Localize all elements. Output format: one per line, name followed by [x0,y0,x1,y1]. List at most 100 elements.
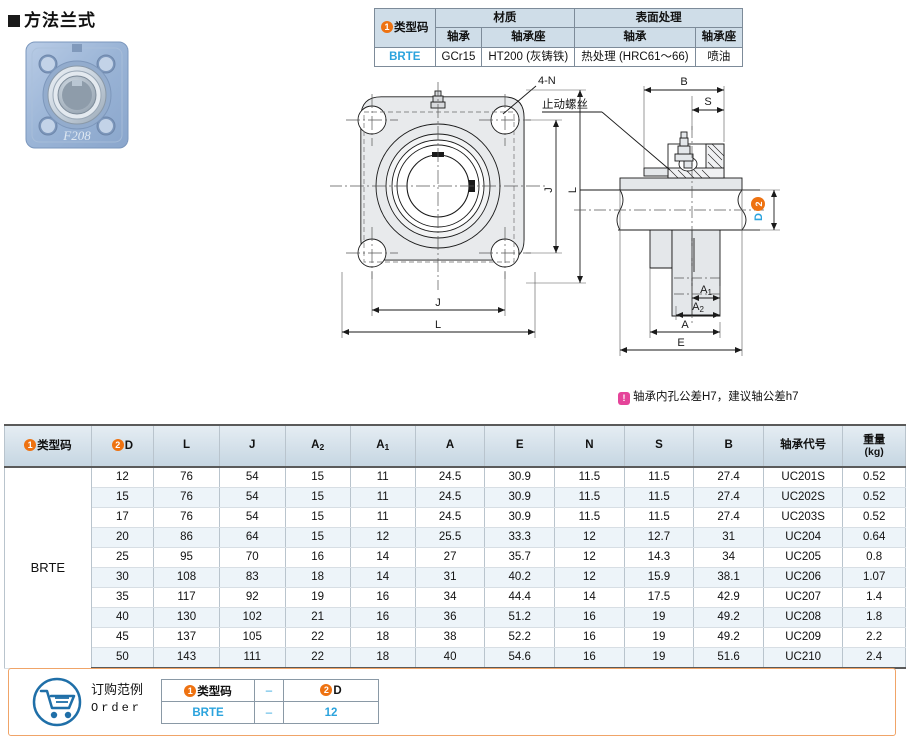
spec-header-A2: A2 [284,424,351,468]
material-bearing-header: 轴承 [434,27,483,48]
badge-2: 2 [111,438,124,451]
spec-cell-N: 12 [554,527,625,548]
table-row: 30 108 83 18 14 31 40.2 12 15.9 38.1 UC206 1.07 [5,567,906,588]
spec-cell-B: 27.4 [693,466,764,488]
photo-marking: F208 [62,128,91,143]
spec-cell-E: 51.2 [484,607,556,628]
spec-cell-A2: 15 [284,466,351,488]
spec-cell-L: 108 [153,567,220,588]
spec-cell-S: 11.5 [623,466,695,488]
spec-cell-bearing: UC207 [762,587,844,608]
spec-cell-bearing: UC208 [762,607,844,628]
spec-header-N: N [554,424,625,468]
spec-cell-bearing: UC201S [762,466,844,488]
spec-cell-E: 30.9 [484,487,556,508]
spec-header-bearing-no: 轴承代号 [762,424,844,468]
spec-cell-bearing: UC203S [762,507,844,528]
spec-cell-A2: 15 [284,487,351,508]
spec-cell-A: 38 [414,627,486,648]
spec-cell-bearing: UC210 [762,647,844,669]
dim-B: B [643,76,725,168]
dim-S-label: S [704,96,711,108]
spec-cell-weight: 0.8 [842,547,906,568]
spec-cell-A2: 18 [284,567,351,588]
spec-cell-E: 54.6 [484,647,556,669]
spec-cell-B: 27.4 [693,507,764,528]
spec-header-weight: 重量 (kg) [842,424,906,468]
spec-cell-D: 50 [90,647,155,669]
spec-cell-S: 11.5 [623,487,695,508]
dim-L-vertical: L [526,89,586,284]
spec-cell-A: 24.5 [414,507,486,528]
material-bearing-value: GCr15 [434,46,483,68]
spec-cell-A2: 15 [284,527,351,548]
spec-cell-S: 19 [623,647,695,669]
spec-cell-A1: 16 [349,607,416,628]
order-example-value-row: BRTE – 12 [161,701,379,724]
spec-cell-L: 137 [153,627,220,648]
spec-cell-N: 16 [554,607,625,628]
material-table: 1 类型码 材质 表面处理 轴承 轴承座 轴承 轴承座 BRTE GCr15 HT… [374,7,744,68]
cart-icon [31,677,83,727]
table-row: 35 117 92 19 16 34 44.4 14 17.5 42.9 UC207 1.4 [5,587,906,608]
spec-cell-A1: 11 [349,466,416,488]
spec-cell-weight: 0.52 [842,487,906,508]
surface-housing-value: 喷油 [694,46,744,68]
order-value-type-code: BRTE [161,701,255,724]
spec-cell-E: 35.7 [484,547,556,568]
spec-cell-J: 54 [218,507,286,528]
spec-cell-bearing: UC202S [762,487,844,508]
spec-header-type-code: 1 类型码 [4,424,92,468]
spec-cell-bearing: UC204 [762,527,844,548]
order-label-cn: 订购范例 [91,682,144,697]
table-row: 20 86 64 15 12 25.5 33.3 12 12.7 31 UC204 0.64 [5,527,906,548]
spec-cell-A2: 19 [284,587,351,608]
spec-cell-S: 19 [623,627,695,648]
spec-cell-B: 42.9 [693,587,764,608]
order-value-d: 12 [283,701,379,724]
material-group-header: 材质 [434,7,576,29]
table-row: 15 76 54 15 11 24.5 30.9 11.5 11.5 27.4 UC202S 0.52 [5,487,906,508]
dim-E-label: E [677,337,684,349]
spec-cell-L: 76 [153,507,220,528]
spec-cell-N: 12 [554,547,625,568]
table-row: 25 95 70 16 14 27 35.7 12 14.3 34 UC205 0.8 [5,547,906,568]
callout-4n-label: 4-N [538,75,556,87]
callout-4n: 4-N [502,75,556,115]
table-row: 17 76 54 15 11 24.5 30.9 11.5 11.5 27.4 UC203S 0.52 [5,507,906,528]
spec-cell-D: 25 [90,547,155,568]
page-title-text: 方法兰式 [24,11,96,30]
spec-cell-A1: 12 [349,527,416,548]
spec-type-code-cell: BRTE [4,466,92,669]
callout-set-screw-label: 止动螺丝 [542,98,588,111]
dim-E: E [619,190,743,356]
spec-table-body: BRTE 12 76 54 15 11 24.5 30.9 11.5 11.5 27.4 UC201S… [4,466,906,669]
dim-L-horizontal: L [341,272,536,338]
spec-cell-A1: 16 [349,587,416,608]
spec-cell-A1: 14 [349,547,416,568]
spec-cell-L: 86 [153,527,220,548]
page-title: 方法兰式 [8,6,96,31]
dim-J-vertical: J [526,119,562,254]
spec-cell-E: 44.4 [484,587,556,608]
surface-bearing-value: 热处理 (HRC61～66) [574,46,696,68]
spec-cell-N: 16 [554,627,625,648]
material-housing-header: 轴承座 [481,27,576,48]
spec-header-A: A [414,424,486,468]
spec-cell-L: 130 [153,607,220,628]
tolerance-note-text: 轴承内孔公差H7，建议轴公差h7 [633,391,799,403]
spec-header-A1: A1 [349,424,416,468]
spec-cell-B: 34 [693,547,764,568]
dim-L-bottom-label: L [435,319,441,331]
order-value-dash: – [254,701,284,724]
spec-cell-N: 11.5 [554,466,625,488]
surface-housing-header: 轴承座 [694,27,744,48]
spec-cell-A: 36 [414,607,486,628]
spec-cell-A: 34 [414,587,486,608]
table-row: 50 143 111 22 18 40 54.6 16 19 51.6 UC210 2.4 [5,647,906,669]
spec-cell-S: 11.5 [623,507,695,528]
